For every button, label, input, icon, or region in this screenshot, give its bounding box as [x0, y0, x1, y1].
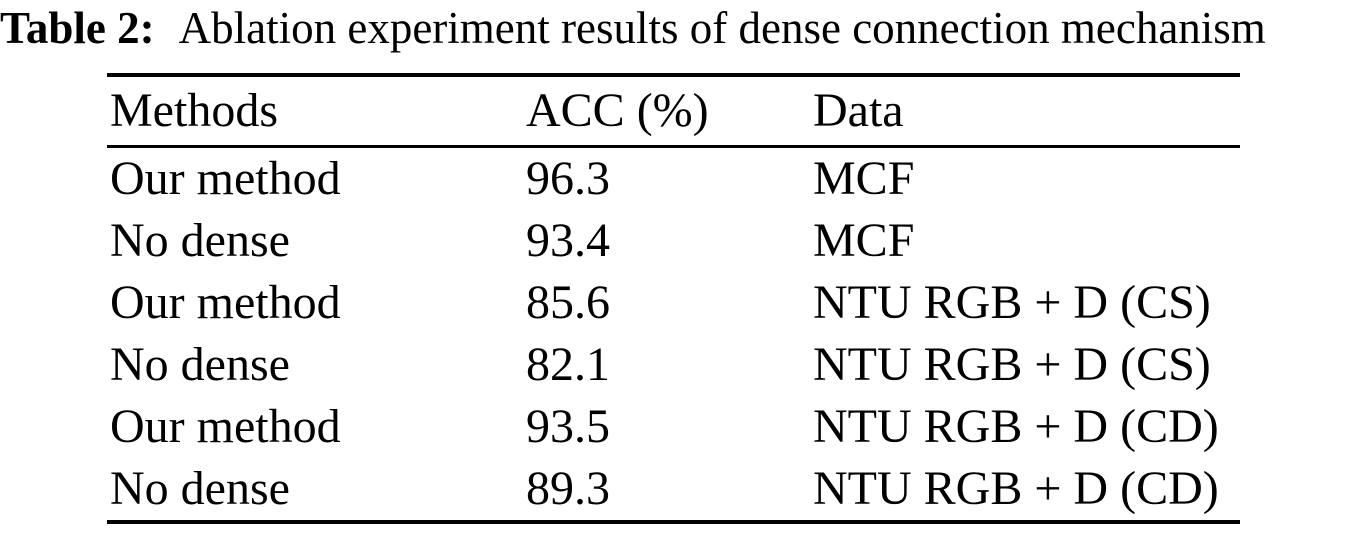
cell-acc: 93.4 — [526, 214, 610, 267]
column-header-data: Data — [813, 84, 904, 137]
table-caption-label: Table 2: — [0, 3, 155, 53]
cell-method: Our method — [110, 276, 341, 329]
cell-method: Our method — [110, 400, 341, 453]
cell-method: No dense — [110, 214, 290, 267]
table-caption: Table 2: Ablation experiment results of d… — [0, 2, 1350, 54]
table-row: No dense 82.1 NTU RGB + D (CS) — [107, 334, 1240, 396]
table-row: No dense 93.4 MCF — [107, 210, 1240, 272]
table-row: Our method 85.6 NTU RGB + D (CS) — [107, 272, 1240, 334]
cell-method: No dense — [110, 462, 290, 515]
column-header-acc: ACC (%) — [526, 84, 709, 137]
cell-acc: 89.3 — [526, 462, 610, 515]
cell-data: NTU RGB + D (CS) — [813, 338, 1211, 391]
cell-acc: 82.1 — [526, 338, 610, 391]
table-header-row: Methods ACC (%) Data — [107, 77, 1240, 148]
cell-method: No dense — [110, 338, 290, 391]
cell-method: Our method — [110, 152, 341, 205]
cell-acc: 96.3 — [526, 152, 610, 205]
cell-data: NTU RGB + D (CD) — [813, 462, 1219, 515]
table-row: No dense 89.3 NTU RGB + D (CD) — [107, 458, 1240, 520]
cell-data: MCF — [813, 214, 915, 267]
table-caption-text: Ablation experiment results of dense con… — [178, 3, 1266, 53]
cell-data: NTU RGB + D (CD) — [813, 400, 1219, 453]
column-header-methods: Methods — [110, 84, 278, 137]
cell-acc: 85.6 — [526, 276, 610, 329]
cell-data: NTU RGB + D (CS) — [813, 276, 1211, 329]
table-row: Our method 96.3 MCF — [107, 148, 1240, 210]
cell-data: MCF — [813, 152, 915, 205]
ablation-results-table: Methods ACC (%) Data Our method 96.3 MCF… — [107, 73, 1240, 524]
cell-acc: 93.5 — [526, 400, 610, 453]
table-row: Our method 93.5 NTU RGB + D (CD) — [107, 396, 1240, 458]
